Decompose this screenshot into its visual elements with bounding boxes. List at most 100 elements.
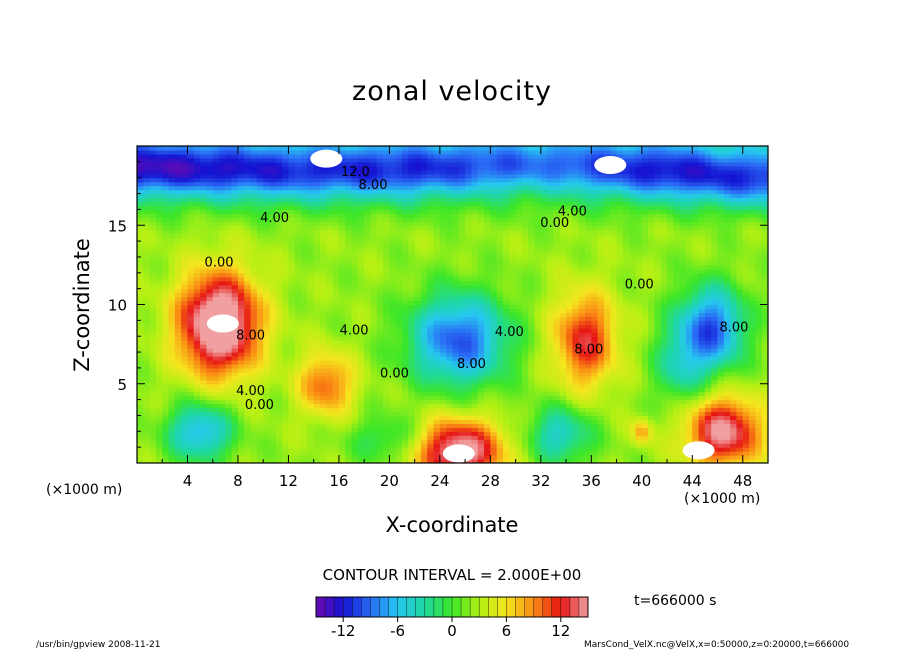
field-cell — [515, 387, 523, 393]
field-cell — [231, 300, 239, 306]
field-cell — [206, 423, 214, 428]
field-cell — [282, 268, 290, 274]
field-cell — [465, 288, 473, 294]
field-cell — [370, 213, 378, 218]
field-cell — [181, 379, 189, 385]
field-cell — [496, 153, 504, 159]
field-cell — [294, 435, 302, 440]
field-cell — [212, 451, 220, 456]
field-cell — [313, 367, 321, 373]
field-cell — [364, 149, 372, 155]
field-cell — [351, 375, 359, 381]
field-cell — [313, 284, 321, 290]
field-cell — [181, 264, 189, 270]
field-cell — [357, 312, 365, 317]
field-cell — [408, 252, 416, 258]
field-cell — [521, 217, 529, 222]
field-cell — [490, 161, 498, 167]
field-cell — [256, 363, 264, 369]
field-cell — [256, 149, 264, 155]
field-cell — [137, 371, 144, 377]
field-cell — [364, 356, 372, 361]
field-cell — [332, 256, 340, 262]
field-cell — [168, 264, 176, 270]
field-cell — [244, 332, 252, 337]
field-cell — [219, 423, 226, 428]
field-cell — [244, 439, 252, 444]
field-cell — [471, 431, 479, 436]
field-cell — [446, 363, 454, 369]
field-cell — [351, 213, 359, 218]
field-cell — [338, 312, 346, 317]
field-cell — [193, 324, 201, 329]
field-cell — [313, 451, 321, 456]
field-cell — [193, 391, 201, 397]
field-cell — [389, 403, 397, 409]
field-cell — [509, 324, 517, 329]
field-cell — [162, 336, 170, 341]
field-cell — [376, 459, 384, 463]
field-cell — [364, 169, 372, 175]
field-cell — [244, 375, 252, 381]
field-cell — [389, 399, 397, 405]
field-cell — [376, 435, 384, 440]
field-cell — [370, 165, 378, 171]
field-cell — [187, 181, 195, 187]
field-cell — [351, 169, 359, 175]
field-cell — [149, 411, 157, 417]
field-cell — [515, 205, 523, 210]
field-cell — [168, 431, 176, 436]
field-cell — [168, 205, 176, 210]
field-cell — [452, 352, 460, 357]
field-cell — [465, 348, 473, 353]
field-cell — [294, 439, 302, 444]
field-cell — [250, 153, 258, 159]
field-cell — [364, 201, 372, 207]
field-cell — [200, 395, 208, 401]
field-cell — [301, 320, 308, 325]
footer-left: /usr/bin/gpview 2008-11-21 — [36, 640, 161, 650]
field-cell — [275, 201, 283, 207]
field-cell — [452, 292, 460, 298]
field-cell — [414, 336, 422, 341]
field-cell — [458, 229, 466, 234]
field-cell — [307, 395, 315, 401]
field-cell — [383, 363, 390, 369]
field-cell — [256, 233, 264, 238]
field-cell — [275, 288, 283, 294]
field-cell — [275, 356, 283, 361]
field-cell — [471, 411, 479, 417]
field-cell — [263, 264, 271, 270]
field-cell — [206, 165, 214, 171]
field-cell — [301, 415, 308, 421]
field-cell — [244, 356, 252, 361]
field-cell — [269, 451, 277, 456]
field-cell — [168, 252, 176, 258]
field-cell — [206, 252, 214, 258]
field-cell — [174, 161, 182, 167]
field-cell — [319, 193, 327, 199]
field-cell — [149, 260, 157, 266]
field-cell — [282, 435, 290, 440]
field-cell — [187, 173, 195, 179]
field-cell — [332, 296, 340, 302]
field-cell — [269, 292, 277, 298]
field-cell — [231, 340, 239, 345]
field-cell — [149, 443, 157, 448]
field-cell — [345, 260, 353, 266]
field-cell — [332, 455, 340, 460]
field-cell — [269, 288, 277, 294]
field-cell — [414, 356, 422, 361]
field-cell — [263, 415, 271, 421]
field-cell — [244, 161, 252, 167]
field-cell — [174, 348, 182, 353]
field-cell — [313, 173, 321, 179]
field-cell — [458, 332, 466, 337]
field-cell — [345, 320, 353, 325]
field-cell — [395, 268, 403, 274]
field-cell — [294, 387, 302, 393]
field-cell — [143, 280, 151, 286]
field-cell — [496, 415, 504, 421]
field-cell — [288, 320, 296, 325]
field-cell — [313, 352, 321, 357]
